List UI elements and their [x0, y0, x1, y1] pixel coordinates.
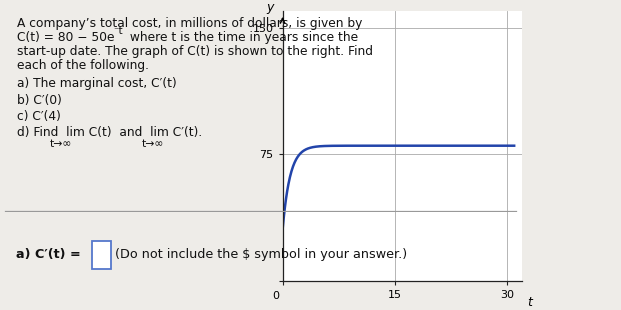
Text: ⁻t: ⁻t: [114, 26, 123, 36]
Text: t→∞: t→∞: [142, 139, 164, 149]
Text: c) C′(4): c) C′(4): [17, 110, 61, 123]
Bar: [92, 241, 111, 269]
Text: where t is the time in years since the: where t is the time in years since the: [126, 31, 358, 44]
Text: a) C′(t) =: a) C′(t) =: [16, 248, 85, 261]
Text: t→∞: t→∞: [50, 139, 73, 149]
Text: t: t: [528, 296, 532, 309]
Text: y: y: [266, 1, 274, 14]
Text: A company’s total cost, in millions of dollars, is given by: A company’s total cost, in millions of d…: [17, 17, 363, 30]
Text: 0: 0: [272, 291, 279, 301]
Text: (Do not include the $ symbol in your answer.): (Do not include the $ symbol in your ans…: [115, 248, 407, 261]
Text: start-up date. The graph of C(t) is shown to the right. Find: start-up date. The graph of C(t) is show…: [17, 45, 373, 58]
Text: C(t) = 80 − 50e: C(t) = 80 − 50e: [17, 31, 115, 44]
Text: b) C′(0): b) C′(0): [17, 94, 62, 107]
Text: each of the following.: each of the following.: [17, 59, 149, 72]
Text: d) Find  lim C(t)  and  lim C′(t).: d) Find lim C(t) and lim C′(t).: [17, 126, 202, 139]
Text: a) The marginal cost, C′(t): a) The marginal cost, C′(t): [17, 77, 177, 90]
